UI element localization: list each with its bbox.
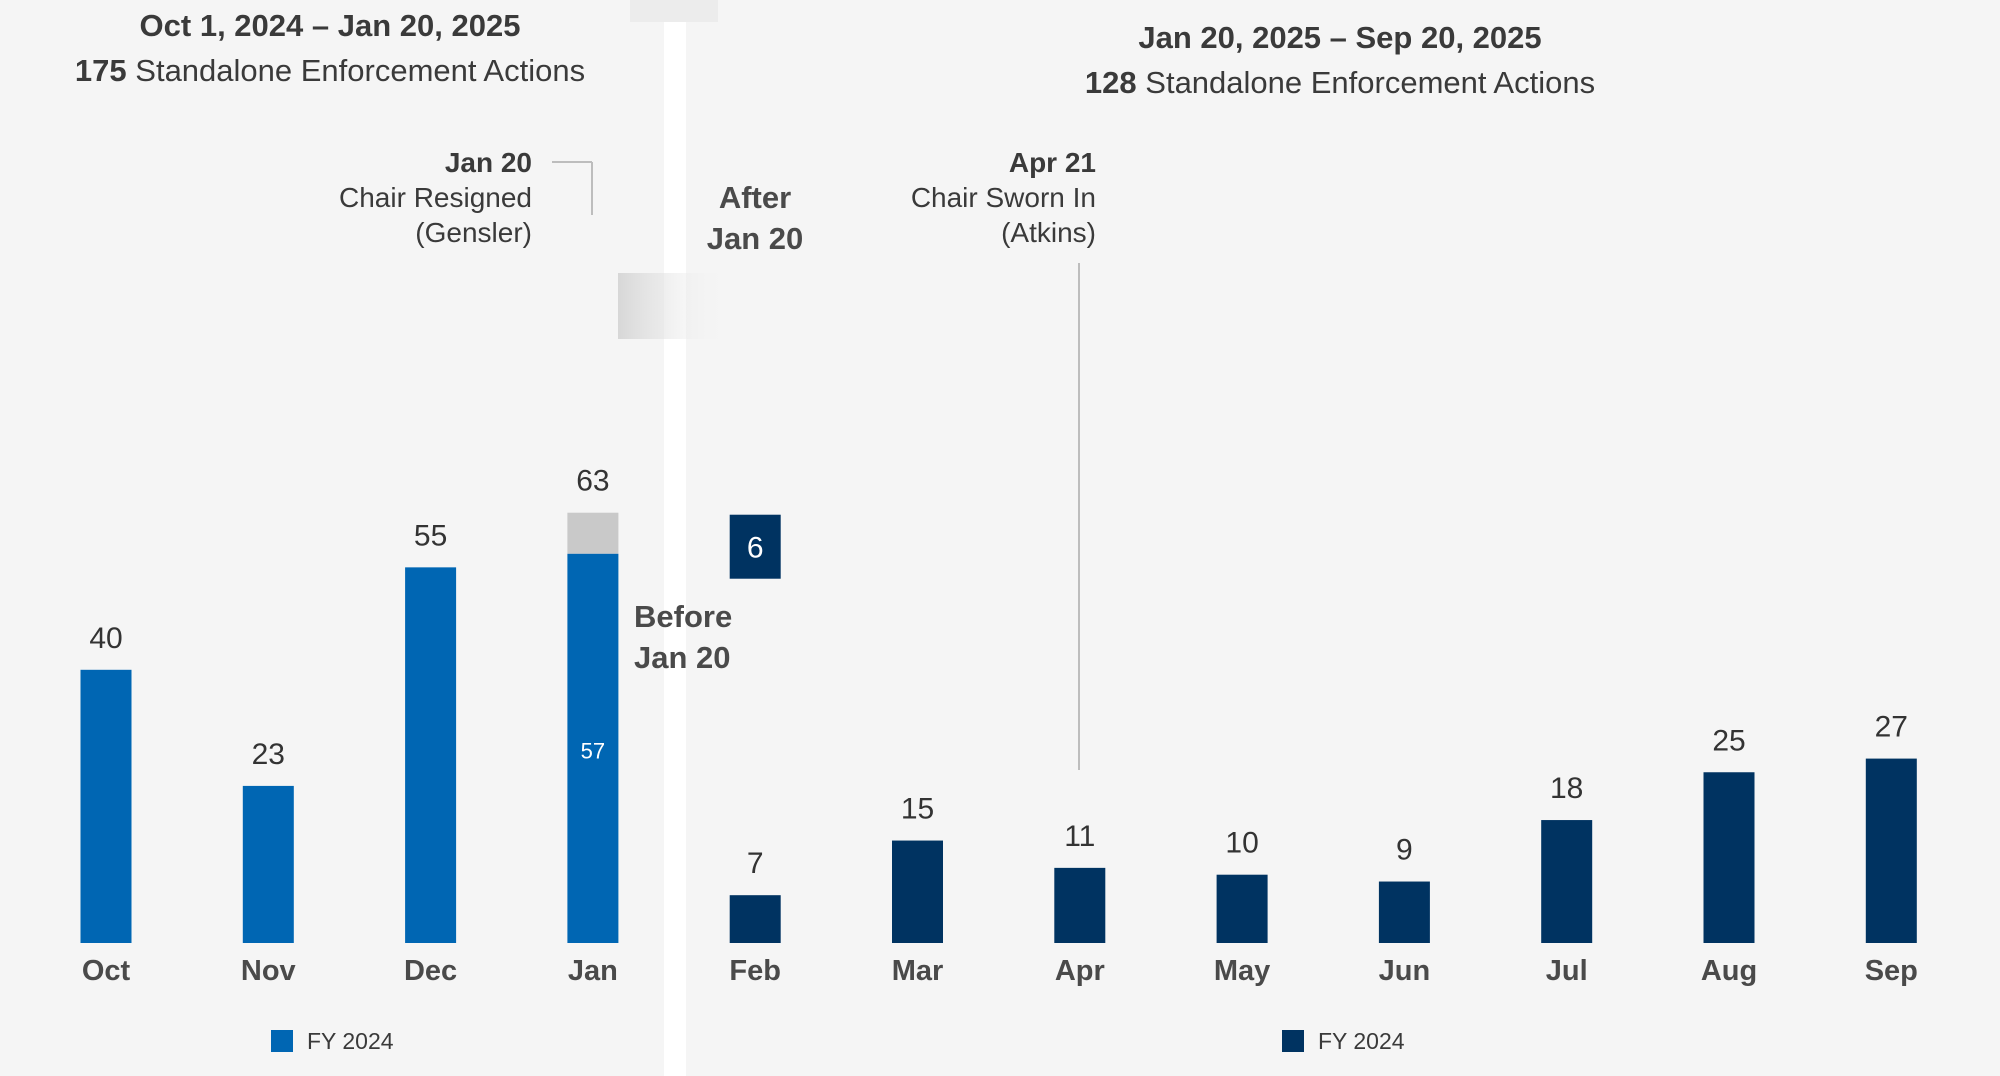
- tick-label-feb: Feb: [729, 955, 781, 987]
- before-jan20-line1: Before: [634, 599, 733, 634]
- bar-series: 40 Oct 23 Nov 55 Dec 57 6 63 Jan 7 Feb 15 Mar 11 Apr 10 M…: [80, 465, 1918, 987]
- left-panel-header: Oct 1, 2024 – Jan 20, 2025 175 Standalon…: [20, 3, 640, 93]
- left-panel-title: Oct 1, 2024 – Jan 20, 2025: [139, 8, 521, 43]
- bar-jun: [1378, 881, 1430, 943]
- tick-label-may: May: [1214, 955, 1270, 987]
- bar-oct: [80, 669, 132, 943]
- value-label-sep: 27: [1875, 711, 1908, 744]
- annotation-jan20-date: Jan 20: [444, 147, 532, 178]
- tick-label-sep: Sep: [1865, 955, 1918, 987]
- value-label-jul: 18: [1550, 772, 1583, 805]
- value-label-dec: 55: [414, 519, 447, 552]
- before-jan20-label: Before Jan 20: [634, 596, 732, 678]
- annotation-jan20: Jan 20 Chair Resigned (Gensler): [339, 145, 532, 250]
- value-label-feb: 7: [747, 847, 764, 880]
- after-jan20-line1: After: [718, 180, 792, 215]
- bar-mar: [892, 840, 943, 943]
- tick-label-mar: Mar: [892, 955, 944, 987]
- legend-left-swatch: [271, 1030, 293, 1052]
- left-panel-count-label: Standalone Enforcement Actions: [135, 53, 586, 88]
- bar-sep: [1865, 758, 1917, 943]
- right-panel-count: 128: [1084, 65, 1137, 100]
- bar-jan-before: [567, 553, 619, 943]
- value-label-aug: 25: [1712, 724, 1745, 757]
- bar-aug: [1703, 772, 1755, 943]
- annotation-apr21-line2: (Atkins): [1001, 217, 1096, 248]
- tick-label-dec: Dec: [404, 955, 457, 987]
- bar-jan-after-segment: [567, 512, 619, 554]
- after-jan20-value: 6: [747, 532, 764, 565]
- legend-left: FY 2024: [271, 1026, 394, 1056]
- left-panel-count: 175: [74, 53, 127, 88]
- right-panel-title: Jan 20, 2025 – Sep 20, 2025: [1138, 20, 1542, 55]
- bar-apr: [1054, 867, 1106, 943]
- right-panel-header: Jan 20, 2025 – Sep 20, 2025 128 Standalo…: [940, 15, 1740, 105]
- tick-label-nov: Nov: [241, 955, 296, 987]
- annotation-jan20-line1: Chair Resigned: [339, 182, 532, 213]
- panel-divider: [664, 0, 686, 1076]
- legend-right: FY 2024: [1282, 1026, 1405, 1056]
- tick-label-jan: Jan: [568, 955, 618, 987]
- bar-jan-inner-label: 57: [581, 738, 605, 763]
- bar-jul: [1541, 820, 1593, 943]
- before-jan20-line2: Jan 20: [634, 640, 731, 675]
- jan-split-fade: [618, 273, 730, 339]
- annotation-jan20-line2: (Gensler): [415, 217, 532, 248]
- value-label-apr: 11: [1064, 820, 1095, 853]
- after-jan20-box: [729, 514, 781, 579]
- bar-dec: [405, 567, 457, 943]
- annotation-apr21-date: Apr 21: [1008, 147, 1096, 178]
- value-label-nov: 23: [252, 738, 285, 771]
- bar-nov: [242, 785, 294, 943]
- after-jan20-line2: Jan 20: [706, 221, 804, 256]
- bar-feb: [729, 895, 781, 943]
- legend-right-swatch: [1282, 1030, 1304, 1052]
- tick-label-jun: Jun: [1379, 955, 1431, 987]
- after-jan20-label: After Jan 20: [700, 177, 810, 259]
- tick-label-aug: Aug: [1701, 955, 1757, 987]
- bar-may: [1216, 874, 1268, 943]
- tick-label-oct: Oct: [82, 955, 131, 987]
- legend-left-label: FY 2024: [307, 1028, 394, 1054]
- annotation-apr21: Apr 21 Chair Sworn In (Atkins): [911, 145, 1096, 250]
- divider-top-tab: [630, 0, 718, 22]
- value-label-oct: 40: [89, 622, 122, 655]
- legend-right-label: FY 2024: [1318, 1028, 1405, 1054]
- tick-label-jul: Jul: [1546, 955, 1588, 987]
- tick-label-apr: Apr: [1055, 955, 1105, 987]
- value-label-mar: 15: [901, 793, 934, 826]
- right-panel-count-label: Standalone Enforcement Actions: [1145, 65, 1596, 100]
- value-label-may: 10: [1225, 827, 1258, 860]
- value-label-jun: 9: [1396, 834, 1413, 867]
- value-label-jan: 63: [576, 465, 609, 498]
- annotation-apr21-line1: Chair Sworn In: [910, 182, 1096, 213]
